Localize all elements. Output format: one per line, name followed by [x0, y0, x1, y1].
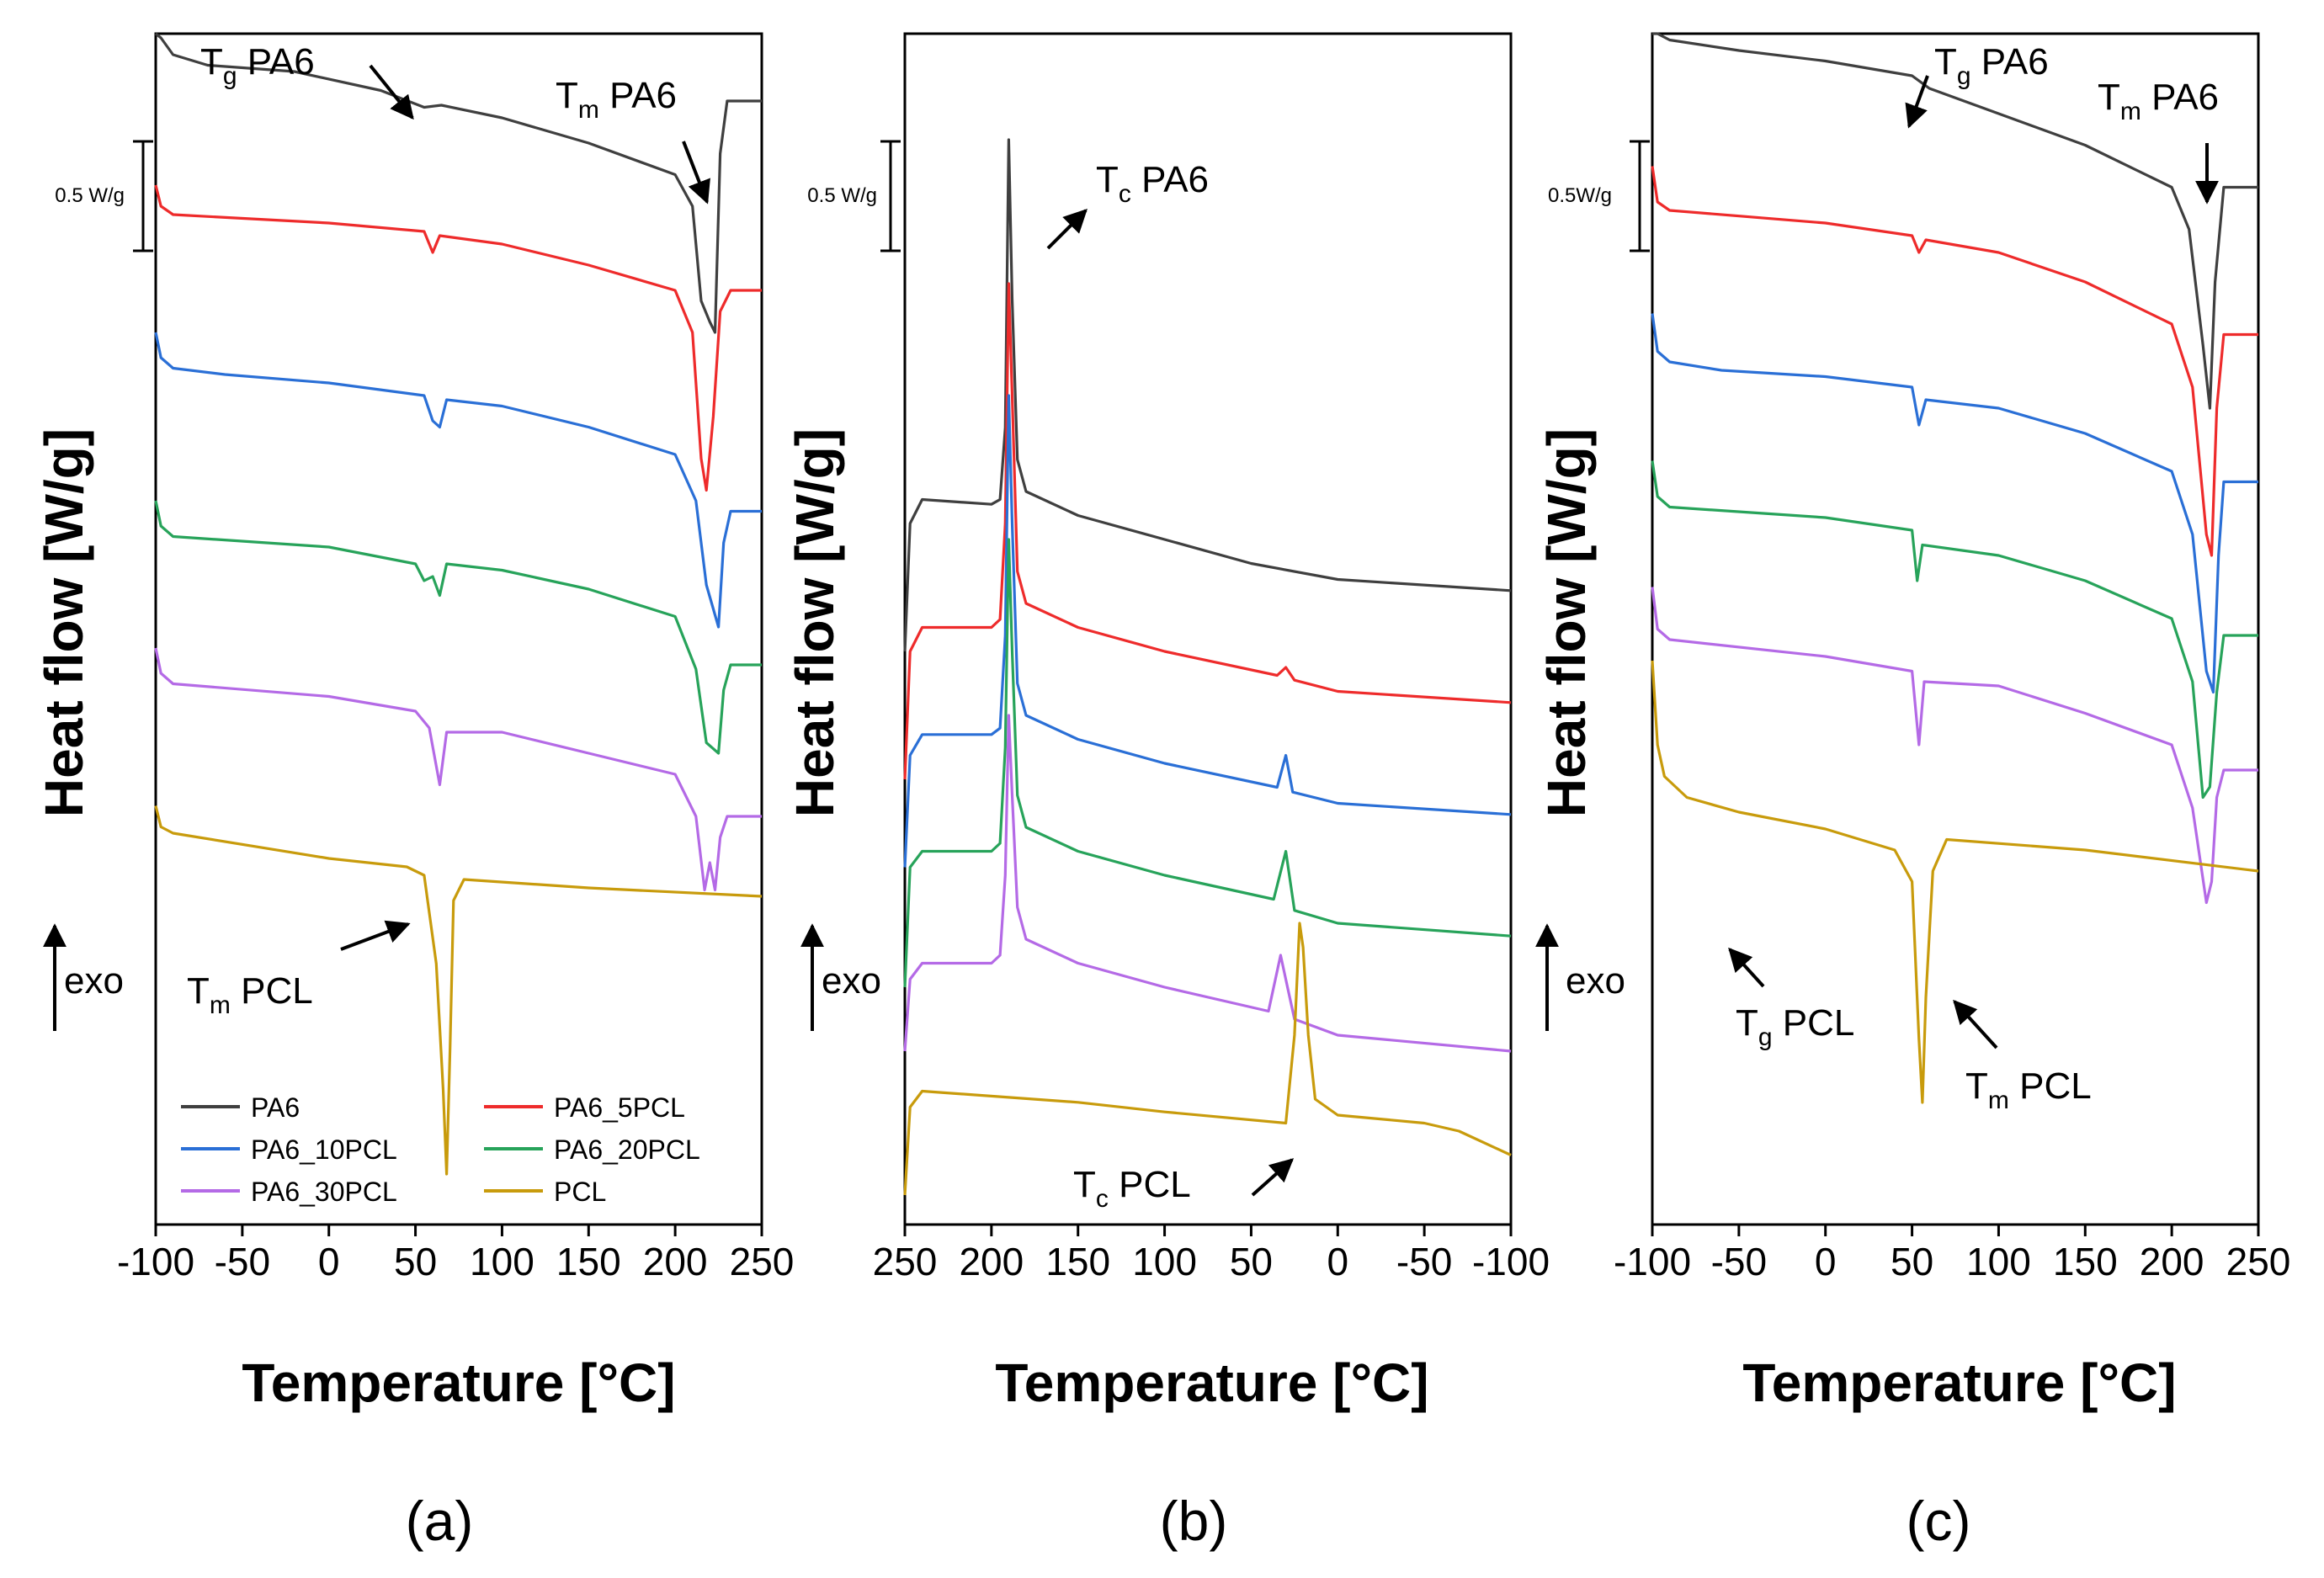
- x-tick-label-b-4: 50: [1230, 1240, 1273, 1283]
- series-pa6-30pcl-c: [1651, 587, 2258, 905]
- x-tick-label-a-1: -50: [215, 1240, 270, 1283]
- series-pa6-b: [903, 138, 1512, 652]
- scale-bar-label-b: 0.5 W/g: [807, 184, 877, 207]
- plot-frame-a: [154, 32, 763, 1226]
- x-tick-label-c-0: -100: [1614, 1240, 1691, 1283]
- legend-label-pa6-20pcl: PA6_20PCL: [554, 1134, 700, 1165]
- x-tick-label-a-6: 200: [643, 1240, 708, 1283]
- arrow-tc-pa6-b: [1046, 209, 1088, 250]
- x-tick-label-c-7: 250: [2226, 1240, 2291, 1283]
- panel-c: -100 -50 0 50 100 150 200 250 0.5W/g exo Tg PA6…: [1535, 32, 2290, 1552]
- series-pa6-20pcl-c: [1651, 460, 2258, 800]
- series-pa6-10pcl-c: [1651, 313, 2258, 694]
- panel-label-c: (c): [1907, 1490, 1971, 1552]
- plot-frame-b: [903, 32, 1513, 1226]
- annotation-tm-pcl-a: Tm PCL: [187, 970, 313, 1019]
- x-tick-label-a-4: 100: [470, 1240, 534, 1283]
- series-pa6-10pcl-a: [154, 332, 762, 629]
- ticks-b: 250 200 150 100 50 0 -50 -100: [873, 1225, 1550, 1283]
- x-tick-label-b-5: 0: [1327, 1240, 1348, 1283]
- panel-label-a: (a): [406, 1490, 474, 1552]
- x-tick-label-b-2: 150: [1045, 1240, 1110, 1283]
- annotation-tc-pcl-b: Tc PCL: [1073, 1164, 1191, 1213]
- ticks-c: -100 -50 0 50 100 150 200 250: [1614, 1225, 2290, 1283]
- series-pa6-30pcl-b: [903, 714, 1512, 1053]
- plot-frame-c: [1651, 32, 2260, 1226]
- curves-a: [154, 32, 763, 1176]
- ticks-a: -100 -50 0 50 100 150 200 250: [117, 1225, 794, 1283]
- series-pa6-5pcl-c: [1651, 166, 2258, 557]
- y-axis-title-a: Heat flow [W/g]: [34, 428, 94, 817]
- panel-a: -100 -50 0 50 100 150 200 250 0.5 W/g exo Tg PA…: [34, 32, 794, 1552]
- exo-label-a: exo: [64, 960, 124, 1002]
- scale-bar-label-c: 0.5W/g: [1548, 184, 1612, 207]
- x-tick-label-c-1: -50: [1711, 1240, 1767, 1283]
- arrow-tm-pcl-c: [1953, 999, 1998, 1049]
- x-tick-label-b-6: -50: [1396, 1240, 1452, 1283]
- arrow-tg-pcl-c: [1728, 947, 1765, 988]
- annotation-tm-pa6-c: Tm PA6: [2098, 77, 2219, 125]
- series-pa6-10pcl-b: [903, 394, 1512, 868]
- x-axis-title-a: Temperature [°C]: [242, 1352, 675, 1413]
- x-tick-label-b-0: 250: [873, 1240, 938, 1283]
- x-tick-label-c-6: 200: [2140, 1240, 2204, 1283]
- y-axis-title-b: Heat flow [W/g]: [784, 428, 845, 817]
- series-pcl-c: [1651, 660, 2259, 1104]
- annotation-tm-pa6-a: Tm PA6: [556, 75, 677, 124]
- annotation-tg-pa6-a: Tg PA6: [200, 41, 315, 90]
- series-pa6-20pcl-b: [903, 538, 1512, 988]
- x-tick-label-a-7: 250: [730, 1240, 795, 1283]
- series-pa6-5pcl-a: [154, 184, 762, 492]
- annotation-tg-pa6-c: Tg PA6: [1934, 41, 2049, 90]
- x-tick-label-c-2: 0: [1815, 1240, 1837, 1283]
- legend-label-pa6-10pcl: PA6_10PCL: [251, 1134, 397, 1165]
- arrow-tg-pa6-c: [1905, 75, 1929, 129]
- x-tick-label-c-5: 150: [2053, 1240, 2118, 1283]
- arrow-tm-pa6-a: [682, 141, 710, 205]
- arrow-tg-pa6-a: [369, 64, 414, 120]
- series-pa6-c: [1652, 32, 2258, 410]
- arrow-tm-pcl-a: [340, 920, 411, 951]
- x-tick-label-c-3: 50: [1891, 1240, 1933, 1283]
- x-tick-label-b-3: 100: [1132, 1240, 1197, 1283]
- series-pcl-a: [154, 805, 763, 1176]
- legend-label-pa6-30pcl: PA6_30PCL: [251, 1177, 397, 1207]
- legend-label-pa6: PA6: [251, 1092, 300, 1123]
- annotation-tm-pcl-c: Tm PCL: [1965, 1065, 2092, 1114]
- x-axis-title-c: Temperature [°C]: [1742, 1352, 2176, 1413]
- series-pa6-20pcl-a: [154, 500, 762, 755]
- series-pa6-5pcl-b: [903, 282, 1512, 780]
- x-tick-label-c-4: 100: [1966, 1240, 2031, 1283]
- panel-label-b: (b): [1160, 1490, 1228, 1552]
- series-pa6-30pcl-a: [154, 647, 762, 892]
- legend-label-pa6-5pcl: PA6_5PCL: [554, 1092, 685, 1123]
- panel-b: 250 200 150 100 50 0 -50 -100 0.5 W/g exo Tc PA…: [784, 32, 1550, 1552]
- x-tick-label-a-0: -100: [117, 1240, 194, 1283]
- legend: PA6 PA6_5PCL PA6_10PCL PA6_20PCL PA6_30P…: [181, 1092, 700, 1207]
- y-axis-title-c: Heat flow [W/g]: [1536, 428, 1597, 817]
- scale-bar-label-a: 0.5 W/g: [55, 184, 125, 207]
- x-axis-title-b: Temperature [°C]: [995, 1352, 1428, 1413]
- x-tick-label-b-1: 200: [959, 1240, 1024, 1283]
- annotation-tg-pcl-c: Tg PCL: [1736, 1002, 1854, 1051]
- curves-c: [1651, 32, 2259, 1104]
- exo-label-b: exo: [822, 960, 881, 1002]
- x-tick-label-a-3: 50: [394, 1240, 437, 1283]
- annotation-tc-pa6-b: Tc PA6: [1096, 159, 1209, 208]
- arrow-tc-pcl-b: [1251, 1158, 1295, 1197]
- series-pa6-a: [154, 32, 762, 334]
- legend-label-pcl: PCL: [554, 1177, 606, 1207]
- x-tick-label-a-5: 150: [556, 1240, 621, 1283]
- x-tick-label-a-2: 0: [318, 1240, 340, 1283]
- exo-label-c: exo: [1566, 960, 1625, 1002]
- curves-b: [903, 138, 1512, 1196]
- series-pcl-b: [903, 922, 1512, 1196]
- x-tick-label-b-7: -100: [1472, 1240, 1550, 1283]
